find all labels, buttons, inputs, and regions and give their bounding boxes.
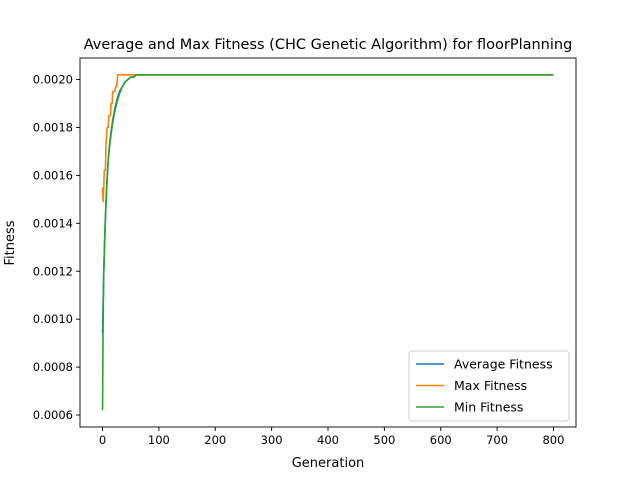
plot-border: [79, 57, 577, 428]
x-tick-label: 700: [486, 433, 508, 447]
y-axis-label: Fitness: [3, 220, 18, 265]
x-tick-label: 800: [542, 433, 564, 447]
legend-entry-label: Min Fitness: [454, 400, 523, 415]
series-lines: [101, 73, 554, 411]
x-tick-label: 0: [99, 433, 106, 447]
legend: Average Fitness Max Fitness Min Fitness: [408, 350, 570, 422]
x-tick-label: 200: [204, 433, 226, 447]
chart-title: Average and Max Fitness (CHC Genetic Alg…: [84, 37, 573, 53]
y-tick-label: 0.0012: [33, 264, 73, 278]
legend-entry-label: Average Fitness: [454, 357, 553, 372]
y-tick-label: 0.0020: [33, 73, 73, 87]
y-axis-ticks: 0.0006 0.0008 0.0010 0.0012 0.0014 0.0016 0.00…: [33, 73, 80, 422]
y-tick-label: 0.0018: [33, 120, 73, 134]
x-tick-label: 600: [430, 433, 452, 447]
legend-box: [408, 350, 570, 422]
x-axis-ticks: 0 100 200 300 400 500 600 700 800: [99, 427, 564, 447]
x-tick-label: 300: [261, 433, 283, 447]
y-tick-label: 0.0014: [33, 216, 73, 230]
x-tick-label: 400: [317, 433, 339, 447]
x-tick-label: 500: [373, 433, 395, 447]
y-tick-label: 0.0008: [33, 360, 73, 374]
y-tick-label: 0.0016: [33, 168, 73, 182]
series-line-3: [101, 73, 554, 411]
x-axis-label: Generation: [292, 456, 365, 471]
y-tick-label: 0.0006: [33, 408, 73, 422]
legend-entry-label: Max Fitness: [454, 378, 527, 393]
x-tick-label: 100: [148, 433, 170, 447]
y-tick-label: 0.0010: [33, 312, 73, 326]
